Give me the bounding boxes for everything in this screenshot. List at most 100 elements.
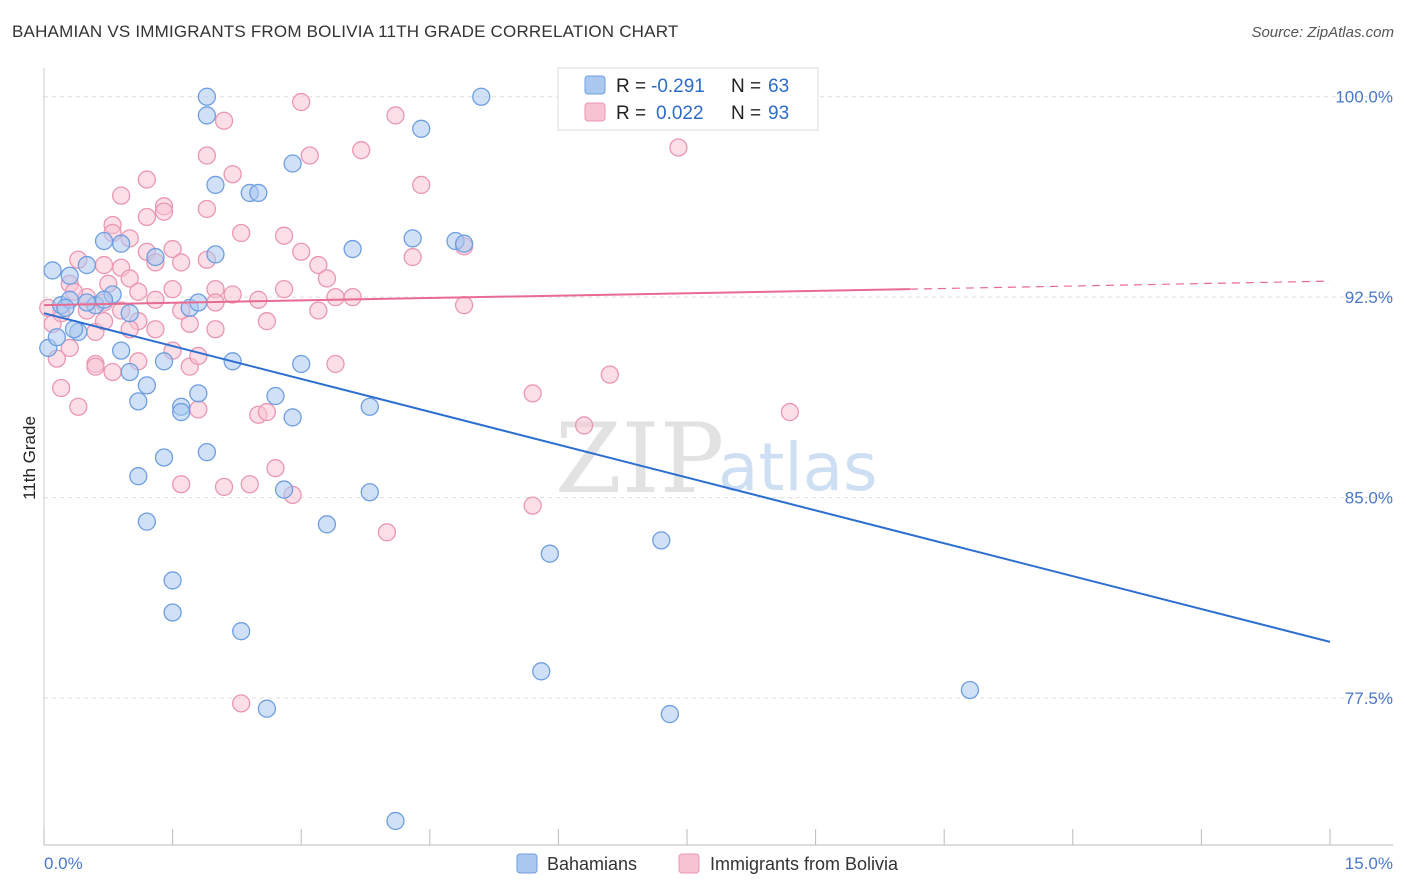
bolivia-trend-line <box>43 288 910 307</box>
bolivia-point <box>163 239 182 259</box>
axes <box>43 829 1393 846</box>
y-axis-title: 11th Grade <box>20 416 39 500</box>
bahamian-point <box>274 480 294 499</box>
bolivia-point <box>292 242 311 261</box>
bolivia-point <box>197 199 217 219</box>
bahamian-points <box>39 87 980 831</box>
bolivia-point <box>223 285 242 304</box>
bolivia-point <box>232 694 251 713</box>
x-tick-label-max: 15.0% <box>1345 854 1393 873</box>
bolivia-point <box>146 290 165 309</box>
bolivia-trend-extension <box>909 280 1331 290</box>
bahamian-point <box>94 290 114 309</box>
bahamian-point <box>317 515 337 534</box>
bahamian-point <box>472 87 491 106</box>
bahamian-point <box>77 255 97 275</box>
legend-r-label-2: R = <box>616 103 646 124</box>
bolivia-point <box>309 301 328 320</box>
bahamian-point <box>257 699 277 718</box>
bolivia-point <box>163 279 182 299</box>
bahamian-point <box>120 362 139 382</box>
chart-title: BAHAMIAN VS IMMIGRANTS FROM BOLIVIA 11TH… <box>12 22 679 41</box>
source-credit: Source: ZipAtlas.com <box>1251 24 1394 41</box>
bahamian-point <box>386 811 405 831</box>
bolivia-point <box>274 279 294 299</box>
bolivia-point <box>523 496 542 515</box>
watermark-atlas: atlas <box>718 429 878 506</box>
legend-n-value-2: 93 <box>768 103 789 124</box>
legend-swatch-bolivia <box>584 102 606 122</box>
bolivia-point <box>69 397 88 416</box>
bahamian-trend-line <box>43 312 1331 643</box>
bolivia-point <box>120 269 139 288</box>
y-tick-label: 77.5% <box>1345 689 1393 708</box>
bolivia-point <box>454 296 474 315</box>
bahamian-point <box>189 384 208 403</box>
bahamian-point <box>206 175 225 195</box>
bahamian-point <box>56 298 75 317</box>
y-tick-label: 92.5% <box>1345 288 1393 307</box>
legend-swatch-bahamians <box>584 75 606 95</box>
legend-r-label-1: R = <box>616 76 646 97</box>
bolivia-point <box>189 346 208 366</box>
bolivia-point <box>274 226 294 245</box>
y-tick-labels: 100.0% 92.5% 85.0% 77.5% <box>1335 88 1393 708</box>
bolivia-point <box>112 186 131 205</box>
bolivia-point <box>137 207 157 227</box>
bahamian-point <box>47 328 67 347</box>
bahamian-point <box>94 231 114 251</box>
bolivia-point <box>94 312 114 331</box>
bolivia-point <box>266 459 285 478</box>
bolivia-point <box>326 288 345 307</box>
bolivia-point <box>309 255 328 275</box>
bolivia-point <box>257 312 277 331</box>
bahamian-point <box>283 154 302 173</box>
bahamian-point <box>960 680 980 700</box>
bolivia-point <box>403 247 422 267</box>
legend-r-value-2: 0.022 <box>656 103 704 124</box>
bolivia-point <box>343 288 362 307</box>
bahamian-point <box>540 544 559 563</box>
bolivia-point <box>206 320 225 339</box>
bahamian-point <box>112 234 131 253</box>
bahamian-point <box>163 571 182 590</box>
legend-r-value-1: -0.291 <box>651 76 705 97</box>
bahamian-point <box>660 704 680 724</box>
bottom-legend-bolivia: Immigrants from Bolivia <box>710 854 899 874</box>
bahamian-point <box>137 376 157 395</box>
bahamian-point <box>129 467 148 486</box>
bahamian-point <box>249 183 268 203</box>
bahamian-point <box>60 266 79 285</box>
bolivia-point <box>352 141 371 160</box>
bahamian-point <box>172 402 191 422</box>
y-tick-label: 100.0% <box>1335 88 1393 107</box>
stats-legend: R = -0.291 N = 63 R = 0.022 N = 93 <box>557 67 819 131</box>
bahamian-point <box>360 483 379 502</box>
bolivia-point <box>412 175 431 195</box>
bottom-legend-swatch-bolivia <box>678 853 700 874</box>
bahamian-point <box>197 87 217 106</box>
bolivia-point <box>600 365 619 384</box>
bahamian-point <box>77 293 97 312</box>
bahamian-point <box>197 443 217 462</box>
bahamian-point <box>412 119 431 138</box>
bolivia-point <box>300 146 319 165</box>
bolivia-point <box>669 138 688 157</box>
bolivia-point <box>60 338 79 358</box>
bolivia-point <box>172 475 191 494</box>
bolivia-point <box>292 92 311 112</box>
bolivia-point <box>780 402 800 422</box>
bahamian-point <box>146 247 165 267</box>
bahamian-point <box>292 354 311 374</box>
bahamian-point <box>154 448 174 467</box>
bottom-legend-bahamians: Bahamians <box>547 854 637 874</box>
bolivia-point <box>172 253 191 272</box>
bolivia-point <box>129 282 148 301</box>
legend-n-label-2: N = <box>731 103 761 124</box>
bolivia-point <box>154 202 174 221</box>
bolivia-point <box>317 269 337 288</box>
bahamian-point <box>112 341 131 360</box>
bahamian-point <box>120 304 139 323</box>
bahamian-point <box>197 106 217 125</box>
bolivia-point <box>214 477 234 497</box>
